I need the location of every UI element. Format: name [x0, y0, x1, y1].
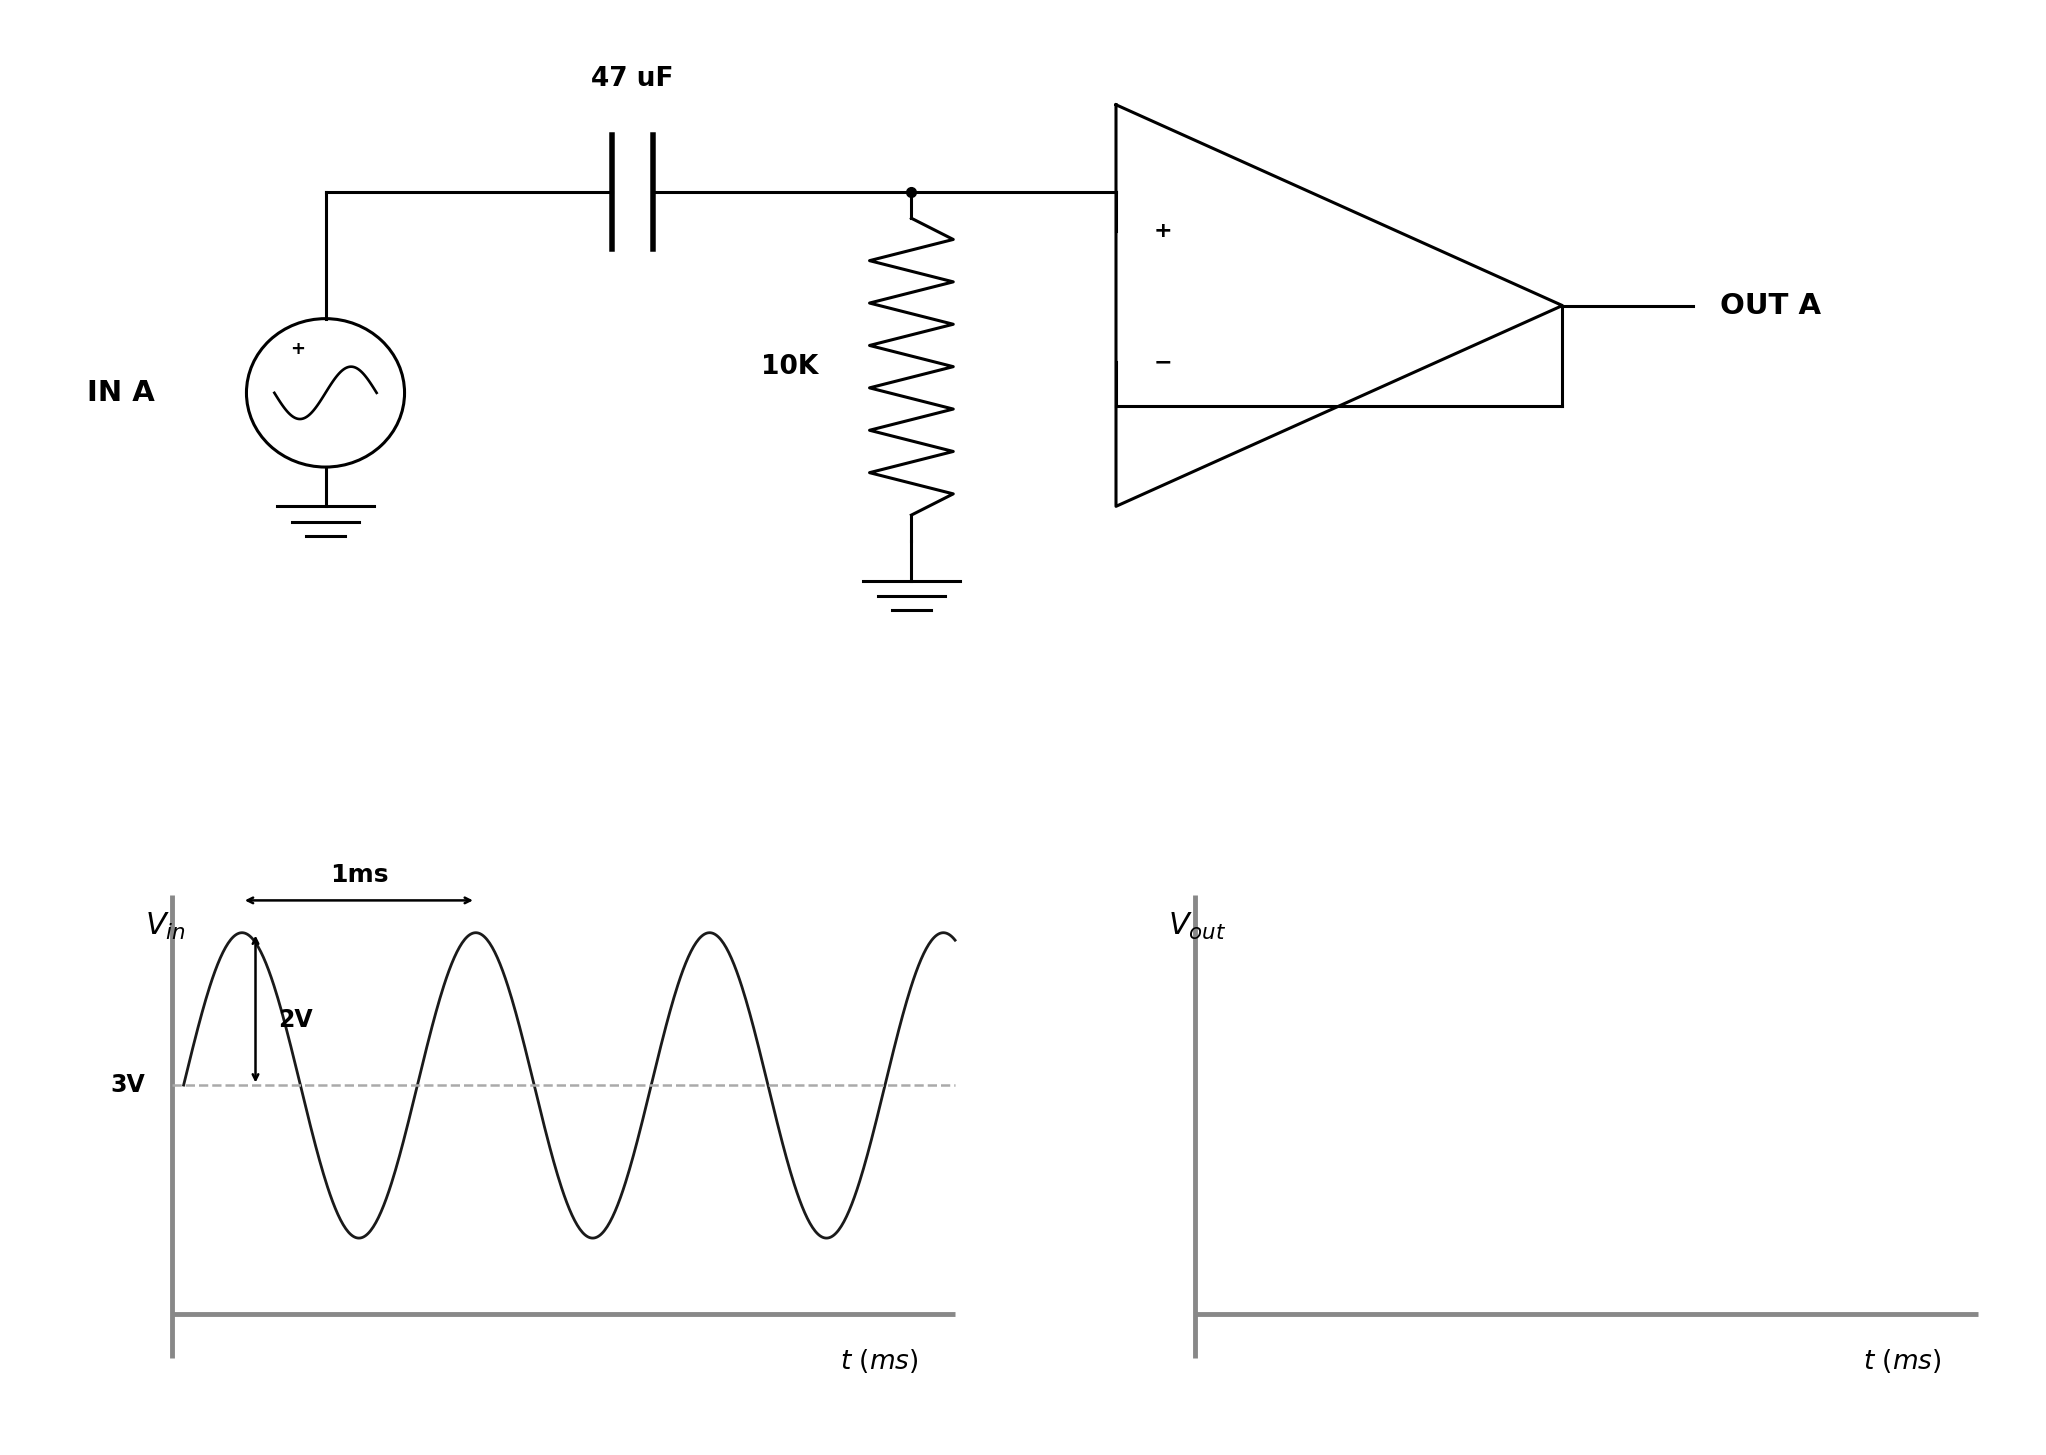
Text: 3V: 3V — [110, 1074, 145, 1097]
Text: +: + — [291, 340, 305, 358]
Text: $t\ (ms)$: $t\ (ms)$ — [1864, 1347, 1942, 1375]
Text: $V_{in}$: $V_{in}$ — [145, 911, 186, 941]
Text: OUT A: OUT A — [1721, 291, 1821, 320]
Text: 2V: 2V — [278, 1008, 313, 1032]
Text: 1ms: 1ms — [329, 863, 389, 888]
Text: IN A: IN A — [88, 378, 155, 407]
Text: $V_{out}$: $V_{out}$ — [1168, 911, 1226, 941]
Text: +: + — [1154, 221, 1172, 242]
Text: −: − — [1154, 352, 1172, 372]
Text: 47 uF: 47 uF — [591, 65, 673, 92]
Text: 10K: 10K — [761, 354, 818, 380]
Text: $t\ (ms)$: $t\ (ms)$ — [841, 1347, 919, 1375]
